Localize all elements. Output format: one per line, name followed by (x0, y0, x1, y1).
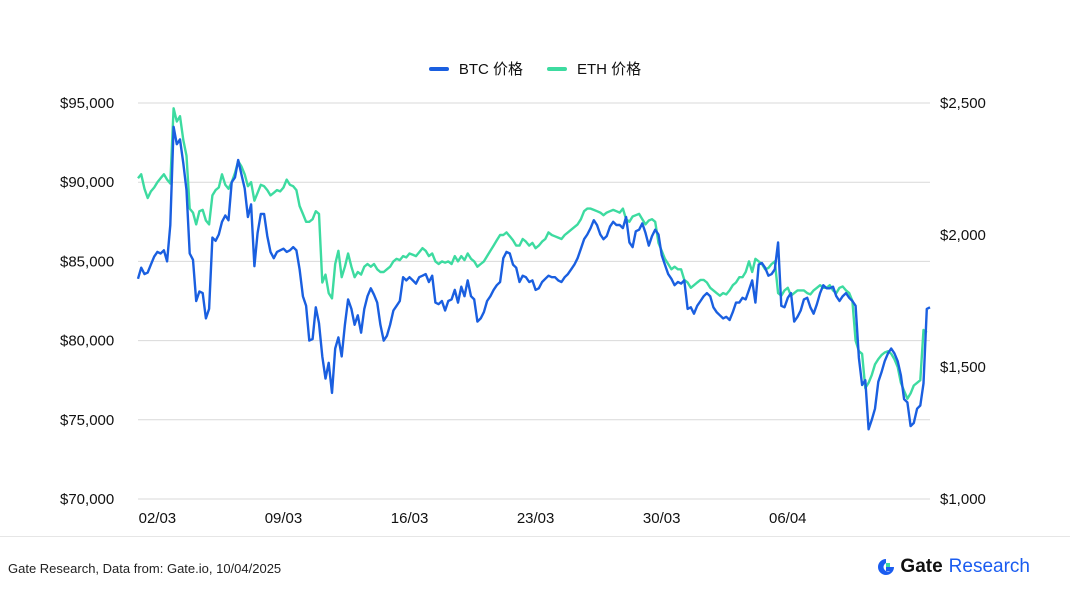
legend: BTC 价格 ETH 价格 (0, 58, 1070, 79)
x-tick-label: 06/04 (769, 510, 807, 527)
footer: Gate Research, Data from: Gate.io, 10/04… (0, 536, 1070, 601)
brand: Gate Research (876, 556, 1030, 578)
left-y-axis: $70,000 $75,000 $80,000 $85,000 $90,000 $95,0… (60, 95, 114, 508)
x-tick-label: 16/03 (391, 510, 429, 527)
left-y-tick-label: $90,000 (60, 174, 114, 191)
brand-sub: Research (948, 556, 1030, 577)
x-tick-label: 30/03 (643, 510, 681, 527)
legend-label-eth: ETH 价格 (577, 61, 642, 78)
right-y-tick-label: $2,500 (940, 95, 986, 112)
legend-item-btc[interactable]: BTC 价格 (428, 58, 523, 79)
btc-price-line (136, 125, 931, 431)
legend-swatch-btc (428, 66, 449, 71)
legend-label-btc: BTC 价格 (458, 61, 523, 78)
source-note: Gate Research, Data from: Gate.io, 10/04… (8, 561, 282, 576)
x-tick-label: 09/03 (265, 510, 303, 527)
right-y-axis: $1,000 $1,500 $2,000 $2,500 (940, 95, 986, 508)
x-tick-label: 23/03 (517, 510, 555, 527)
left-y-tick-label: $95,000 (60, 95, 114, 112)
left-y-tick-label: $80,000 (60, 333, 114, 350)
price-chart: $70,000 $75,000 $80,000 $85,000 $90,000 $95,0… (60, 95, 986, 527)
eth-price-line (137, 107, 928, 400)
x-axis: 02/03 09/03 16/03 23/03 30/03 06/04 (139, 510, 807, 527)
left-y-tick-label: $75,000 (60, 412, 114, 429)
x-tick-label: 02/03 (139, 510, 177, 527)
right-y-tick-label: $1,000 (940, 491, 986, 508)
left-y-tick-label: $70,000 (60, 491, 114, 508)
series-lines (136, 107, 931, 431)
gate-logo-icon (878, 559, 895, 575)
brand-name: Gate (900, 556, 943, 577)
legend-swatch-eth (547, 66, 567, 71)
right-y-tick-label: $1,500 (940, 359, 986, 376)
grid-lines (138, 102, 930, 500)
right-y-tick-label: $2,000 (940, 227, 986, 244)
left-y-tick-label: $85,000 (60, 253, 114, 270)
legend-item-eth[interactable]: ETH 价格 (547, 58, 641, 79)
